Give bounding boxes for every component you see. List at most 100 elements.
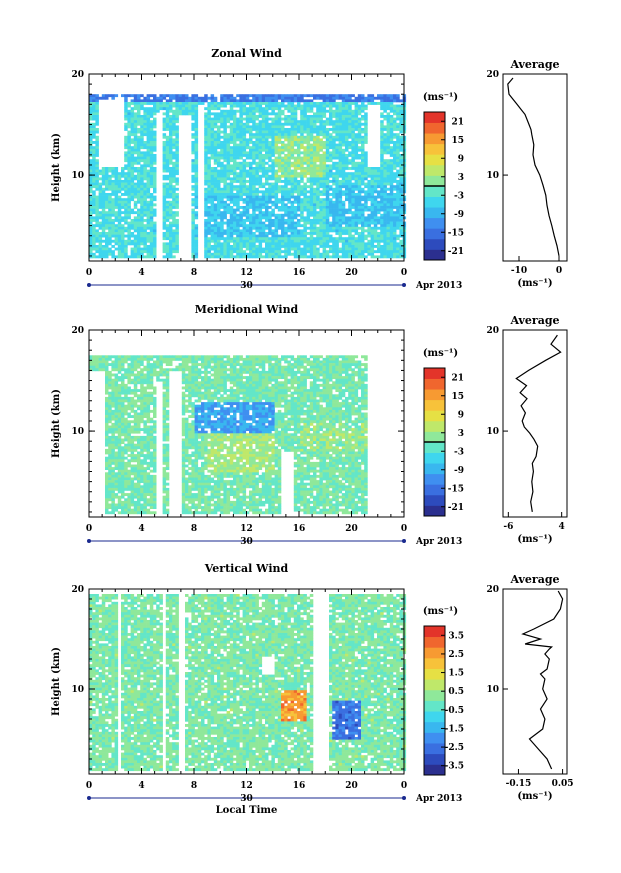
heatmap-cell bbox=[309, 232, 314, 235]
heatmap-cell bbox=[143, 174, 147, 178]
heatmap-cell bbox=[287, 146, 291, 150]
heatmap-cell bbox=[325, 237, 330, 241]
heatmap-cell bbox=[220, 180, 224, 183]
heatmap-cell bbox=[169, 224, 173, 228]
heatmap-cell bbox=[325, 156, 330, 160]
heatmap-cell bbox=[293, 143, 298, 147]
heatmap-cell bbox=[210, 112, 215, 116]
heatmap-cell bbox=[124, 96, 128, 100]
heatmap-cell bbox=[111, 211, 115, 215]
heatmap-cell bbox=[335, 94, 339, 98]
heatmap-cell bbox=[293, 164, 298, 168]
heatmap-cell bbox=[309, 242, 314, 246]
heatmap-cell bbox=[207, 122, 211, 126]
heatmap-cell bbox=[271, 159, 275, 163]
heatmap-cell bbox=[396, 193, 400, 196]
heatmap-cell bbox=[220, 255, 224, 259]
heatmap-cell bbox=[357, 221, 362, 225]
heatmap-cell bbox=[322, 130, 327, 134]
heatmap-cell bbox=[306, 180, 311, 183]
heatmap-cell bbox=[322, 206, 327, 209]
heatmap-cell bbox=[133, 255, 138, 259]
heatmap-cell bbox=[389, 102, 394, 105]
heatmap-cell bbox=[309, 104, 314, 108]
heatmap-cell bbox=[89, 161, 93, 165]
heatmap-cell bbox=[271, 177, 275, 181]
heatmap-cell bbox=[233, 226, 237, 230]
heatmap-cell bbox=[277, 226, 282, 230]
heatmap-cell bbox=[223, 169, 227, 173]
heatmap-cell bbox=[277, 234, 282, 238]
heatmap-cell bbox=[130, 172, 135, 176]
heatmap-cell bbox=[98, 182, 103, 186]
heatmap-cell bbox=[92, 195, 96, 199]
heatmap-cell bbox=[377, 177, 381, 181]
heatmap-cell bbox=[303, 135, 307, 139]
heatmap-cell bbox=[245, 208, 250, 212]
heatmap-cell bbox=[236, 125, 240, 129]
heatmap-cell bbox=[169, 167, 173, 170]
heatmap-cell bbox=[393, 200, 397, 204]
heatmap-cell bbox=[306, 104, 311, 108]
heatmap-cell bbox=[242, 221, 247, 225]
heatmap-cell bbox=[389, 177, 394, 181]
heatmap-cell bbox=[137, 102, 141, 105]
heatmap-cell bbox=[329, 117, 333, 121]
heatmap-cell bbox=[98, 211, 103, 215]
heatmap-cell bbox=[287, 115, 291, 118]
heatmap-cell bbox=[258, 224, 263, 228]
heatmap-cell bbox=[325, 195, 330, 199]
heatmap-cell bbox=[98, 213, 103, 217]
heatmap-cell bbox=[178, 104, 183, 108]
heatmap-cell bbox=[373, 237, 378, 241]
heatmap-cell bbox=[386, 159, 391, 163]
heatmap-cell bbox=[351, 146, 355, 150]
heatmap-cell bbox=[204, 221, 208, 225]
heatmap-cell bbox=[284, 242, 288, 246]
heatmap-cell bbox=[143, 109, 147, 113]
heatmap-cell bbox=[322, 226, 327, 230]
heatmap-cell bbox=[284, 156, 288, 160]
heatmap-cell bbox=[149, 120, 154, 124]
heatmap-cell bbox=[332, 102, 336, 105]
heatmap-cell bbox=[383, 99, 387, 103]
heatmap-cell bbox=[127, 156, 131, 160]
heatmap-cell bbox=[261, 250, 266, 254]
heatmap-cell bbox=[348, 99, 352, 103]
heatmap-cell bbox=[399, 112, 403, 116]
heatmap-cell bbox=[370, 216, 375, 220]
heatmap-cell bbox=[146, 245, 151, 248]
heatmap-cell bbox=[335, 177, 339, 181]
heatmap-cell bbox=[341, 107, 346, 111]
heatmap-cell bbox=[393, 154, 397, 157]
heatmap-cell bbox=[191, 143, 195, 147]
heatmap-cell bbox=[169, 161, 173, 165]
heatmap-cell bbox=[153, 143, 157, 147]
heatmap-cell bbox=[258, 164, 263, 168]
heatmap-cell bbox=[329, 229, 333, 233]
heatmap-cell bbox=[143, 159, 147, 163]
heatmap-cell bbox=[146, 102, 151, 105]
heatmap-cell bbox=[207, 112, 211, 116]
heatmap-cell bbox=[325, 206, 330, 209]
heatmap-cell bbox=[239, 120, 243, 124]
heatmap-cell bbox=[233, 151, 237, 155]
heatmap-cell bbox=[345, 122, 349, 126]
heatmap-cell bbox=[255, 226, 259, 230]
heatmap-cell bbox=[322, 177, 327, 181]
heatmap-cell bbox=[223, 135, 227, 139]
heatmap-cell bbox=[316, 229, 320, 233]
heatmap-cell bbox=[281, 221, 285, 225]
heatmap-cell bbox=[332, 252, 336, 256]
heatmap-cell bbox=[258, 216, 263, 220]
heatmap-cell bbox=[207, 242, 211, 246]
heatmap-cell bbox=[268, 117, 272, 121]
heatmap-cell bbox=[162, 245, 167, 248]
heatmap-cell bbox=[223, 177, 227, 181]
heatmap-cell bbox=[396, 255, 400, 259]
heatmap-cell bbox=[287, 180, 291, 183]
heatmap-cell bbox=[265, 112, 269, 116]
heatmap-cell bbox=[284, 203, 288, 207]
heatmap-cell bbox=[383, 221, 387, 225]
heatmap-cell bbox=[389, 133, 394, 137]
